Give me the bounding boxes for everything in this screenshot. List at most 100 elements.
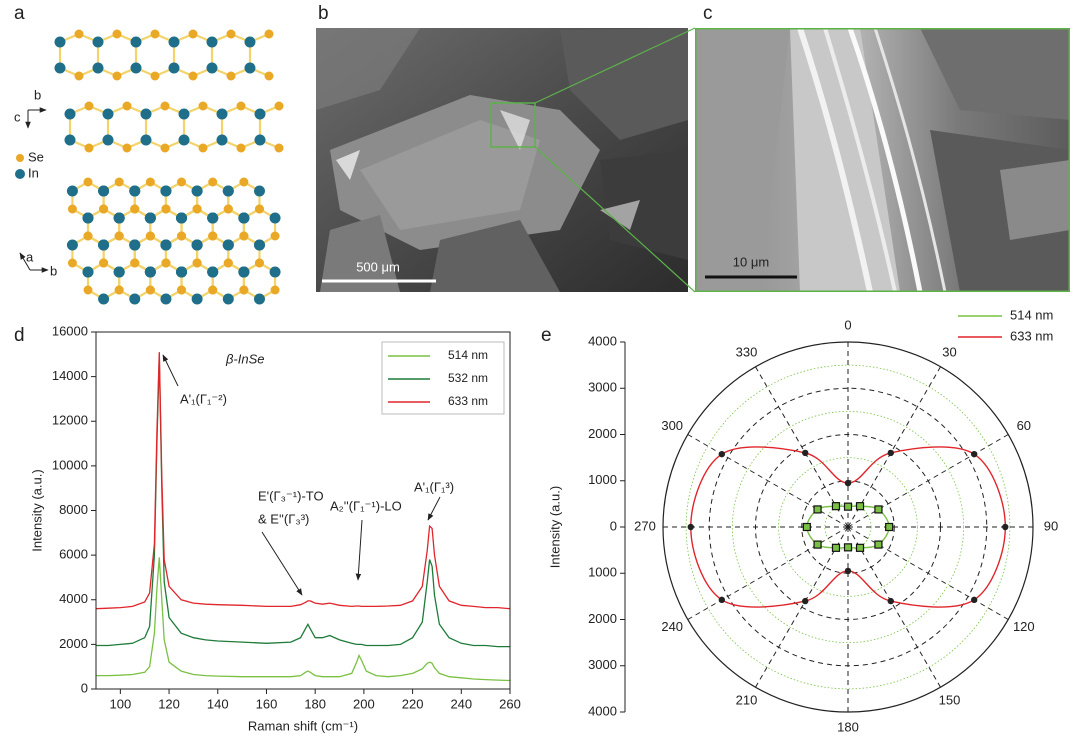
se-atom <box>130 205 139 214</box>
x-tick-label: 140 <box>207 696 229 711</box>
annotation-arrow <box>262 532 302 595</box>
in-atom <box>192 240 203 251</box>
legend-label: In <box>28 165 39 180</box>
r-tick-label: 2000 <box>588 611 617 626</box>
se-atom <box>161 259 170 268</box>
in-atom <box>141 135 152 146</box>
in-atom <box>93 63 104 74</box>
se-atom <box>224 205 233 214</box>
legend-in <box>15 169 25 179</box>
grid-spoke <box>848 435 1008 528</box>
se-atom <box>68 205 77 214</box>
crystal-structure <box>55 30 284 305</box>
polar-point <box>802 598 808 604</box>
theta-tick-label: 0 <box>844 317 851 332</box>
se-atom <box>255 205 264 214</box>
in-atom <box>179 135 190 146</box>
in-atom <box>223 294 234 305</box>
spectrum-line <box>96 557 510 680</box>
in-atom <box>83 213 94 224</box>
charts: 1001201401601802002202402600200040006000… <box>29 307 1058 734</box>
in-atom <box>141 109 152 120</box>
polar-point <box>832 544 839 551</box>
panel-label: e <box>541 325 552 346</box>
se-atom <box>239 232 248 241</box>
axis-glyph-label: b <box>50 263 57 278</box>
in-atom <box>114 213 125 224</box>
se-atom <box>237 144 246 153</box>
in-atom <box>254 294 265 305</box>
polar-point <box>814 541 821 548</box>
se-atom <box>177 232 186 241</box>
in-atom <box>93 37 104 48</box>
se-atom <box>271 232 280 241</box>
in-atom <box>160 294 171 305</box>
theta-tick-label: 330 <box>736 344 758 359</box>
se-atom <box>123 102 132 111</box>
panel-label: a <box>14 3 25 24</box>
r-tick-label: 3000 <box>588 380 617 395</box>
in-atom <box>245 63 256 74</box>
in-atom <box>129 294 140 305</box>
r-tick-label: 4000 <box>588 703 617 718</box>
theta-tick-label: 300 <box>661 418 683 433</box>
polar-point <box>857 544 864 551</box>
r-axis-label: Intensity (a.u.) <box>547 486 562 568</box>
in-atom <box>223 186 234 197</box>
figure: a b c d e b c Se In a b 500 μm <box>0 0 1074 743</box>
se-atom <box>151 30 160 39</box>
r-tick-label: 1000 <box>588 565 617 580</box>
se-atom <box>275 144 284 153</box>
in-atom <box>98 240 109 251</box>
in-atom <box>103 135 114 146</box>
y-tick-label: 4000 <box>59 591 88 606</box>
x-tick-label: 100 <box>110 696 132 711</box>
se-atom <box>75 30 84 39</box>
se-atom <box>227 30 236 39</box>
se-atom <box>227 72 236 81</box>
in-atom <box>207 267 218 278</box>
panel-label: c <box>703 3 713 24</box>
y-tick-label: 8000 <box>59 502 88 517</box>
in-atom <box>145 213 156 224</box>
x-tick-label: 220 <box>402 696 424 711</box>
theta-tick-label: 30 <box>942 344 956 359</box>
in-atom <box>207 37 218 48</box>
se-atom <box>161 205 170 214</box>
axis-glyph-label: b <box>34 87 41 102</box>
se-atom <box>85 102 94 111</box>
se-atom <box>146 232 155 241</box>
se-atom <box>99 205 108 214</box>
annotation-arrow <box>358 520 362 580</box>
polar-point <box>845 544 852 551</box>
se-atom <box>99 259 108 268</box>
panel-label: d <box>14 325 25 346</box>
polar-point <box>875 541 882 548</box>
in-atom <box>238 213 249 224</box>
polar-point <box>719 597 725 603</box>
in-atom <box>98 294 109 305</box>
in-atom <box>223 240 234 251</box>
annotation-arrow <box>163 355 178 386</box>
x-tick-label: 200 <box>353 696 375 711</box>
in-atom <box>207 213 218 224</box>
sem-image <box>316 28 688 292</box>
theta-tick-label: 60 <box>1017 418 1031 433</box>
se-atom <box>208 286 217 295</box>
se-atom <box>189 72 198 81</box>
theta-tick-label: 240 <box>661 619 683 634</box>
in-atom <box>255 109 266 120</box>
in-atom <box>254 186 265 197</box>
se-atom <box>177 286 186 295</box>
in-atom <box>176 213 187 224</box>
y-tick-label: 12000 <box>52 413 88 428</box>
se-atom <box>146 178 155 187</box>
in-atom <box>255 135 266 146</box>
legend-label: Se <box>28 149 44 164</box>
se-atom <box>193 259 202 268</box>
x-tick-label: 180 <box>304 696 326 711</box>
polar-point <box>971 597 977 603</box>
in-atom <box>160 240 171 251</box>
se-atom <box>68 259 77 268</box>
se-atom <box>84 232 93 241</box>
